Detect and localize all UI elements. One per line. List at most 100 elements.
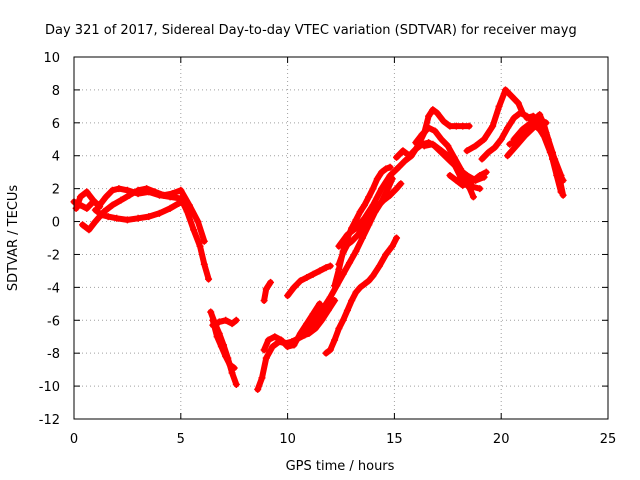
data-point [155,209,163,217]
data-point [322,264,330,272]
data-point [386,191,394,199]
data-point [175,199,183,207]
data-point [429,106,437,114]
data-point [318,316,326,324]
data-point [222,316,230,324]
data-point [373,175,381,183]
data-point [209,316,217,324]
data-point [339,316,347,324]
data-point [440,117,448,125]
data-point [360,280,368,288]
y-tick-label: 4 [52,150,60,165]
series-11 [322,234,401,357]
data-point [395,163,403,171]
data-point [463,171,471,179]
data-point [264,336,272,344]
data-point [523,114,531,122]
data-point [284,292,292,300]
series-trace [421,141,488,184]
data-point [346,259,354,267]
data-point [284,343,292,351]
data-point [356,283,364,291]
data-point [504,152,512,160]
data-point [348,237,356,245]
y-tick-label: -10 [39,380,60,395]
x-tick-label: 15 [386,432,403,447]
data-point [85,226,93,234]
data-point [425,124,433,132]
data-point [290,283,298,291]
data-point [360,214,368,222]
data-point [420,142,428,150]
data-point [123,186,131,194]
data-point [91,206,99,214]
data-point [311,325,319,332]
data-point [352,288,360,296]
data-point [352,247,360,255]
data-point [89,196,97,204]
series-25 [523,112,567,199]
data-point [126,191,134,199]
x-tick-label: 5 [177,432,185,447]
data-point [516,109,524,117]
y-tick-label: 8 [52,84,60,99]
data-point [393,153,401,161]
data-point [335,260,343,268]
data-point [301,329,309,337]
data-point [160,191,168,199]
plot-frame [73,56,609,420]
data-point [529,124,537,132]
data-point [508,92,516,100]
data-point [354,231,362,239]
data-point [504,124,512,132]
data-point [326,346,334,354]
data-point [271,333,279,341]
data-point [433,109,441,117]
data-point [339,270,347,278]
y-tick-label: -12 [39,413,60,428]
data-point [480,135,488,143]
data-point [324,306,332,314]
data-point [79,221,87,229]
data-point [360,201,368,209]
data-point [143,185,151,193]
data-point [397,180,405,188]
data-point [399,147,407,155]
data-point [115,185,123,193]
data-point [418,130,426,138]
data-point [296,277,304,285]
data-point [316,300,324,308]
data-point [519,125,527,133]
series-9 [260,278,275,305]
data-point [228,320,236,328]
y-tick-label: 2 [52,183,60,198]
data-point [542,129,550,137]
data-point [335,325,343,332]
data-point [510,135,518,143]
data-point [465,122,473,130]
data-point [412,139,420,147]
data-point [469,193,477,201]
data-point [177,186,185,194]
data-point [200,260,208,268]
data-point [335,242,343,250]
data-point [352,216,360,224]
data-point [478,155,486,163]
data-point [489,122,497,130]
data-point [228,369,236,377]
series-17 [412,124,477,201]
data-point [476,171,484,179]
y-tick-label: -6 [47,314,60,329]
data-series [70,86,567,393]
x-tick-label: 25 [600,432,617,447]
data-point [429,140,437,148]
data-point [365,277,373,285]
data-point [369,185,377,193]
data-point [555,171,563,179]
data-point [134,186,142,194]
data-point [382,165,390,173]
data-point [356,208,364,216]
data-point [401,157,409,165]
data-point [386,171,394,179]
data-point [542,119,550,127]
